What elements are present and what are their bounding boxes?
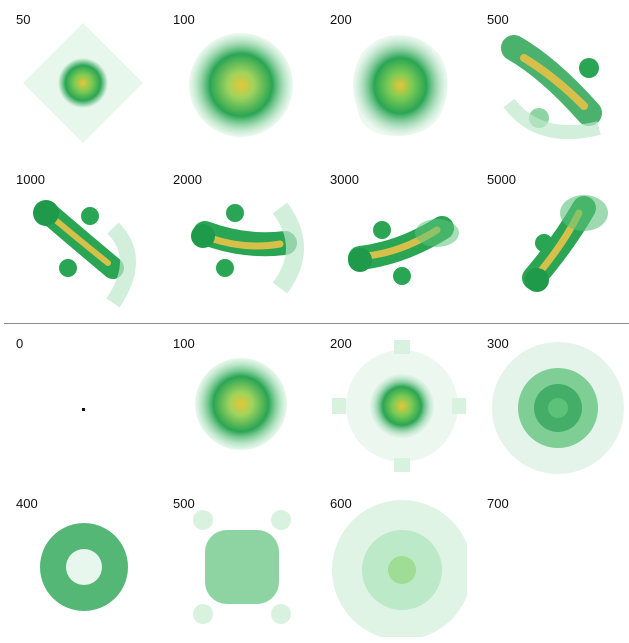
step-label: 500 <box>487 12 509 27</box>
step-label: 50 <box>16 12 31 27</box>
step-label: 0 <box>16 336 24 351</box>
diffuse-blob-image <box>332 500 467 637</box>
bottom-cell-1: 0 <box>0 324 157 483</box>
panel-divider <box>4 323 629 324</box>
irregular-blob-image <box>353 35 448 137</box>
bottom-cell-3: 200 <box>314 324 471 483</box>
step-label: 5000 <box>487 172 516 187</box>
top-cell-5: 1000 <box>0 160 157 319</box>
step-label: 300 <box>487 336 509 351</box>
square-blob-image <box>193 510 291 624</box>
step-label: 200 <box>330 12 352 27</box>
ring-blob-image <box>40 523 128 611</box>
lizard-pattern-image <box>522 195 608 292</box>
bottom-cell-7: 600 <box>314 484 471 643</box>
lizard-pattern-image <box>33 200 136 308</box>
round-blob-image <box>189 33 293 137</box>
round-blob-image <box>332 340 466 472</box>
lizard-pattern-image <box>501 35 602 140</box>
step-label: 3000 <box>330 172 359 187</box>
diamond-blob-image <box>23 23 143 143</box>
top-cell-8: 5000 <box>471 160 628 319</box>
step-label: 200 <box>330 336 352 351</box>
step-label: 400 <box>16 496 38 511</box>
step-label: 600 <box>330 496 352 511</box>
top-cell-1: 50 <box>0 0 157 159</box>
bottom-cell-2: 100 <box>157 324 314 483</box>
step-label: 500 <box>173 496 195 511</box>
bottom-cell-5: 400 <box>0 484 157 643</box>
top-cell-6: 2000 <box>157 160 314 319</box>
step-label: 1000 <box>16 172 45 187</box>
top-cell-4: 500 <box>471 0 628 159</box>
lizard-pattern-image <box>348 216 459 285</box>
top-cell-7: 3000 <box>314 160 471 319</box>
step-label: 700 <box>487 496 509 511</box>
seed-dot-image <box>82 408 85 411</box>
bottom-cell-6: 500 <box>157 484 314 643</box>
top-cell-2: 100 <box>157 0 314 159</box>
round-blob-image <box>195 358 287 450</box>
lizard-pattern-image <box>191 202 304 294</box>
ring-blob-image <box>492 342 624 474</box>
bottom-cell-4: 300 <box>471 324 628 483</box>
step-label: 100 <box>173 336 195 351</box>
bottom-cell-8: 700 <box>471 484 628 643</box>
step-label: 2000 <box>173 172 202 187</box>
top-cell-3: 200 <box>314 0 471 159</box>
step-label: 100 <box>173 12 195 27</box>
